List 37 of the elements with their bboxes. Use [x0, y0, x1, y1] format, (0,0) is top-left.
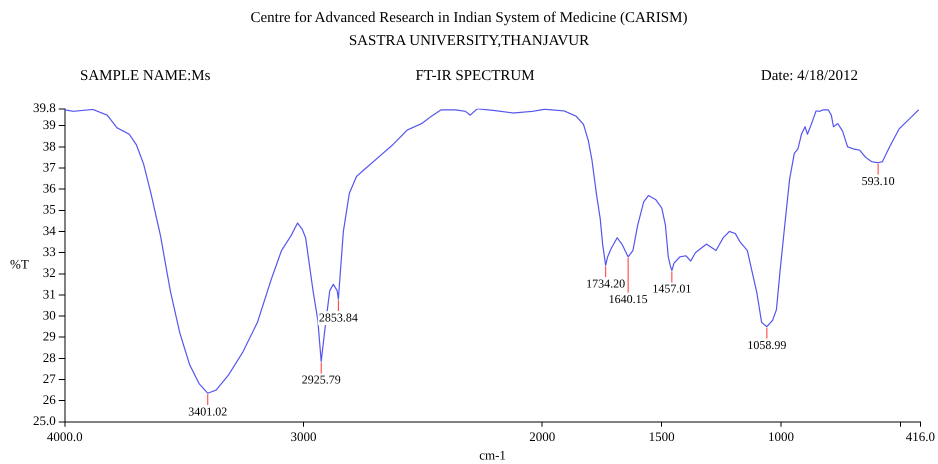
y-tick-label: 25.0 [33, 413, 56, 428]
annotation: 1734.20 [586, 276, 626, 290]
x-tick-label: 416.0 [906, 429, 935, 444]
y-tick-label: 33 [42, 244, 56, 260]
y-axis-title: %T [10, 256, 29, 272]
y-tick-label: 39 [42, 117, 56, 132]
annotation: 1058.99 [747, 338, 786, 352]
y-tick-label: 32 [42, 265, 56, 280]
annotation: 593.10 [862, 174, 895, 188]
y-tick-label: 35 [42, 202, 56, 217]
chart-subtitle: SASTRA UNIVERSITY,THANJAVUR [348, 33, 590, 50]
y-tick-label: 29 [42, 328, 56, 344]
y-tick-label: 28 [42, 350, 56, 365]
y-tick-label: 36 [42, 180, 56, 196]
x-tick-label: 4000.0 [46, 429, 83, 444]
annotation: 2925.79 [302, 372, 341, 387]
annotation: 1640.15 [608, 292, 648, 306]
x-axis-title: cm-1 [479, 448, 506, 463]
chart-title: Centre for Advanced Research in Indian System of Medicine (CARISM) [250, 10, 688, 27]
y-tick-label: 38 [42, 138, 56, 154]
y-tick-label: 37 [42, 159, 56, 174]
y-tick-label: 27 [42, 370, 56, 386]
annotation: 2853.84 [318, 310, 358, 324]
text: SAMPLE NAME:Ms [80, 68, 210, 85]
annotation: 3401.02 [188, 404, 228, 418]
y-tick-label: 26 [42, 392, 56, 408]
text: Date: 4/18/2012 [760, 68, 858, 85]
annotation: 1457.01 [652, 282, 692, 296]
x-tick-label: 3000 [290, 429, 316, 444]
x-tick-label: 1500 [648, 429, 675, 444]
x-tick-label: 1000 [768, 429, 794, 444]
text: FT-IR SPECTRUM [414, 68, 536, 85]
y-tick-label: 30 [42, 307, 56, 322]
x-tick-label: 2000 [529, 429, 556, 444]
y-tick-label: 39.8 [33, 100, 56, 116]
y-tick-label: 34 [42, 222, 56, 238]
y-tick-label: 31 [42, 286, 56, 302]
